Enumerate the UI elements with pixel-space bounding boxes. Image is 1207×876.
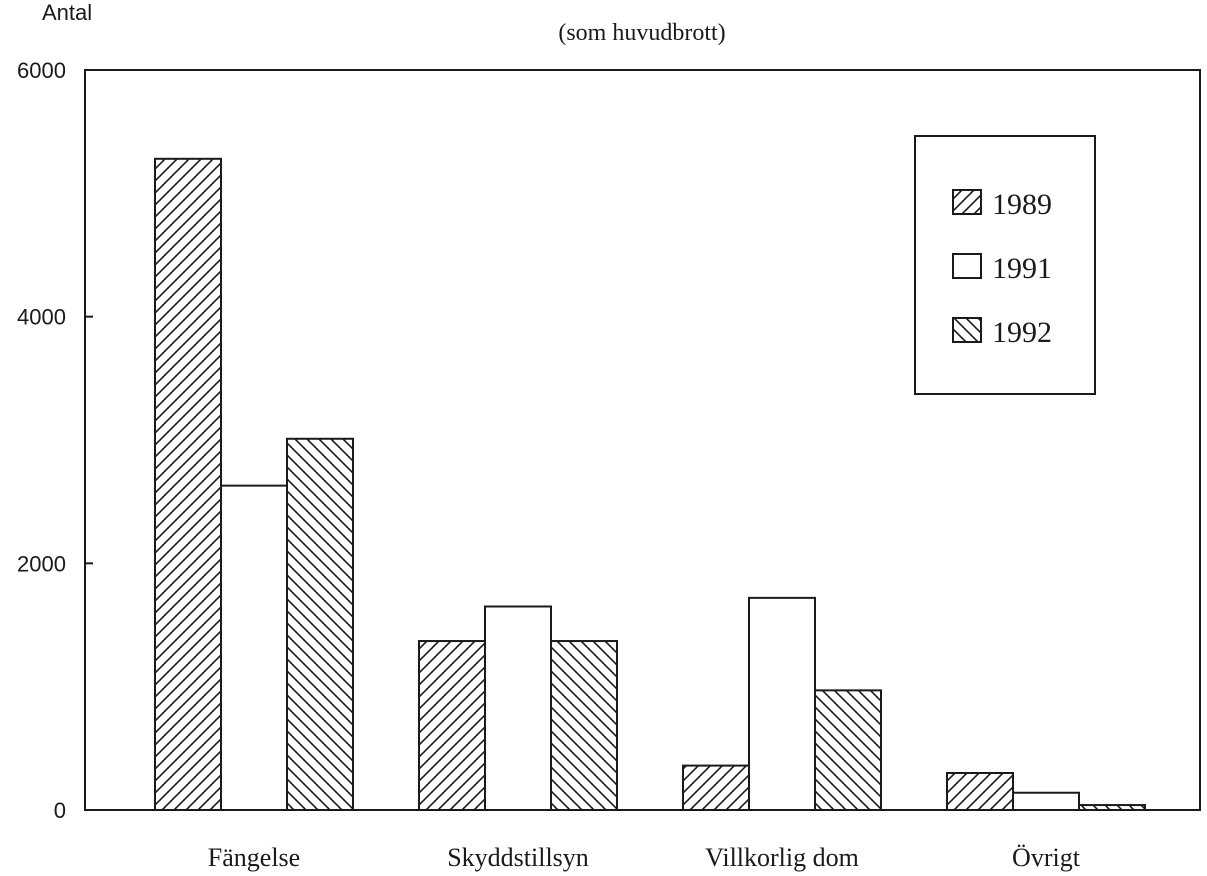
y-axis-ticks: 0 2000 4000 6000 [17, 58, 93, 823]
bar-ovrigt-1992 [1078, 804, 1146, 811]
y-tick-label: 6000 [17, 58, 66, 83]
y-tick-label: 0 [54, 798, 66, 823]
x-tick-label: Övrigt [1012, 843, 1081, 872]
bar-fangelse-1992 [286, 437, 354, 811]
y-tick-label: 2000 [17, 551, 66, 576]
chart-subtitle: (som huvudbrott) [558, 20, 725, 46]
bars [154, 157, 1146, 812]
bar-fangelse-1989 [154, 157, 222, 812]
bar-skyddstillsyn-1991 [484, 605, 552, 811]
y-axis-label: Antal [42, 0, 92, 25]
legend-label-1991: 1991 [992, 252, 1052, 285]
bar-skyddstillsyn-1989 [418, 640, 486, 811]
bar-ovrigt-1991 [1012, 791, 1080, 812]
legend-swatch-1992 [952, 317, 982, 343]
bar-villkorlig-dom-1992 [814, 689, 882, 811]
bar-skyddstillsyn-1992 [550, 640, 618, 811]
x-axis-labels: Fängelse Skyddstillsyn Villkorlig dom Övrig… [208, 843, 1081, 872]
y-tick-label: 4000 [17, 305, 66, 330]
legend-box [914, 135, 1096, 395]
legend-swatch-1989 [952, 189, 982, 215]
bar-villkorlig-dom-1991 [748, 596, 816, 811]
legend: 1989 1991 1992 [914, 135, 1096, 395]
legend-label-1992: 1992 [992, 316, 1052, 349]
bar-fangelse-1991 [220, 484, 288, 811]
x-tick-label: Villkorlig dom [705, 843, 859, 872]
legend-swatch-1991 [952, 253, 982, 279]
x-tick-label: Fängelse [208, 843, 300, 872]
x-tick-label: Skyddstillsyn [447, 843, 589, 872]
plot-frame [84, 69, 1201, 811]
bar-ovrigt-1989 [946, 772, 1014, 811]
bar-villkorlig-dom-1989 [682, 764, 750, 811]
legend-label-1989: 1989 [992, 188, 1052, 221]
